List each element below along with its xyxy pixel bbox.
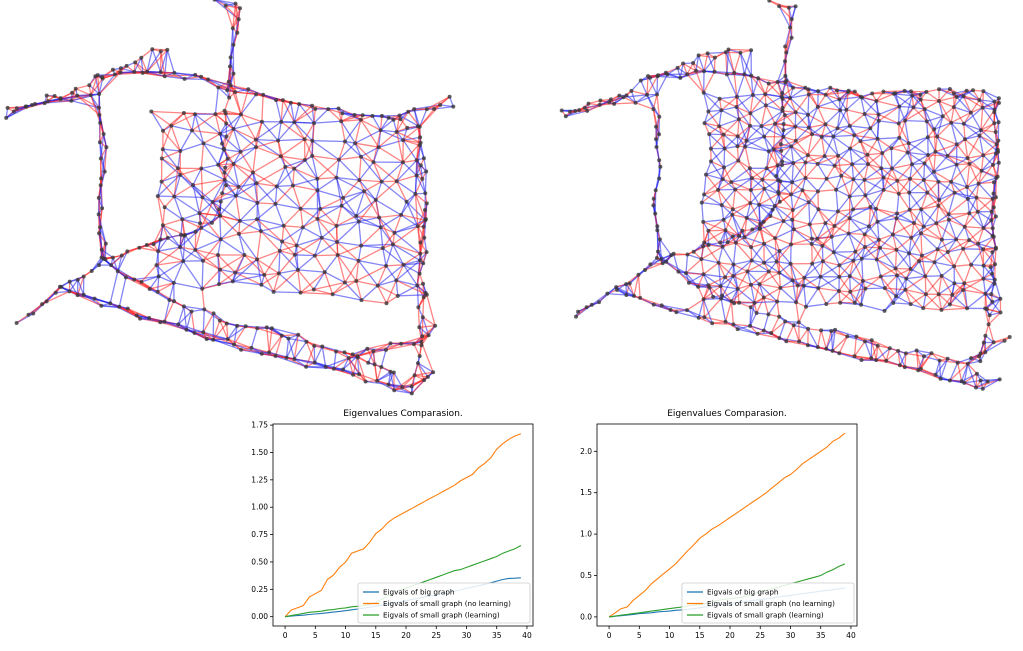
x-tick-label: 20 xyxy=(725,631,735,640)
legend-entry: Eigvals of big graph xyxy=(707,588,778,597)
legend-box xyxy=(357,582,531,624)
series-line-2 xyxy=(284,433,522,618)
y-tick-label: 0.50 xyxy=(251,557,268,566)
x-tick-label: 10 xyxy=(665,631,675,640)
x-tick-label: 30 xyxy=(462,631,472,640)
x-tick-label: 10 xyxy=(341,631,351,640)
series-line-2 xyxy=(608,432,846,618)
x-tick-label: 40 xyxy=(522,631,532,640)
x-tick-label: 25 xyxy=(431,631,441,640)
y-tick-label: 1.50 xyxy=(251,448,268,457)
chart-title: Eigenvalues Comparasion. xyxy=(667,409,787,419)
chart-title: Eigenvalues Comparasion. xyxy=(343,409,463,419)
y-tick-label: 0.75 xyxy=(251,530,268,539)
x-tick-label: 5 xyxy=(637,631,642,640)
y-tick-label: 0.5 xyxy=(580,571,592,580)
x-tick-label: 15 xyxy=(695,631,705,640)
x-tick-label: 35 xyxy=(816,631,826,640)
legend-entry: Eigvals of small graph (learning) xyxy=(707,611,824,620)
legend-entry: Eigvals of small graph (no learning) xyxy=(383,599,511,608)
y-tick-label: 1.0 xyxy=(580,530,592,539)
legend-box xyxy=(681,582,855,624)
legend-entry: Eigvals of big graph xyxy=(383,588,454,597)
y-tick-label: 1.75 xyxy=(251,421,268,430)
eigenvalue-chart-left: Eigenvalues Comparasion. 0 5 10 15 20 25 30 35 40… xyxy=(251,409,534,640)
mesh-graph-right xyxy=(559,0,1012,391)
legend-entry: Eigvals of small graph (no learning) xyxy=(707,599,835,608)
eigenvalue-chart-right: Eigenvalues Comparasion. 0 5 10 15 20 25 30 35 40… xyxy=(580,409,858,640)
y-tick-label: 0.0 xyxy=(580,612,592,621)
plot-frame xyxy=(596,423,858,627)
plot-frame xyxy=(272,423,534,627)
x-tick-label: 15 xyxy=(371,631,381,640)
y-tick-label: 2.0 xyxy=(580,447,592,456)
y-tick-label: 1.00 xyxy=(251,503,268,512)
x-tick-label: 0 xyxy=(607,631,612,640)
y-tick-label: 0.25 xyxy=(251,585,268,594)
x-tick-label: 30 xyxy=(786,631,796,640)
x-tick-label: 25 xyxy=(755,631,765,640)
legend: Eigvals of big graph Eigvals of small gra… xyxy=(357,582,531,624)
x-tick-label: 0 xyxy=(283,631,288,640)
x-tick-label: 40 xyxy=(846,631,856,640)
legend: Eigvals of big graph Eigvals of small gra… xyxy=(681,582,855,624)
legend-entry: Eigvals of small graph (learning) xyxy=(383,611,500,620)
x-tick-label: 5 xyxy=(313,631,318,640)
mesh-graph-left xyxy=(4,0,456,396)
x-tick-label: 35 xyxy=(492,631,502,640)
y-tick-label: 0.00 xyxy=(251,612,268,621)
y-tick-label: 1.5 xyxy=(580,488,592,497)
x-tick-label: 20 xyxy=(401,631,411,640)
y-tick-label: 1.25 xyxy=(251,475,268,484)
